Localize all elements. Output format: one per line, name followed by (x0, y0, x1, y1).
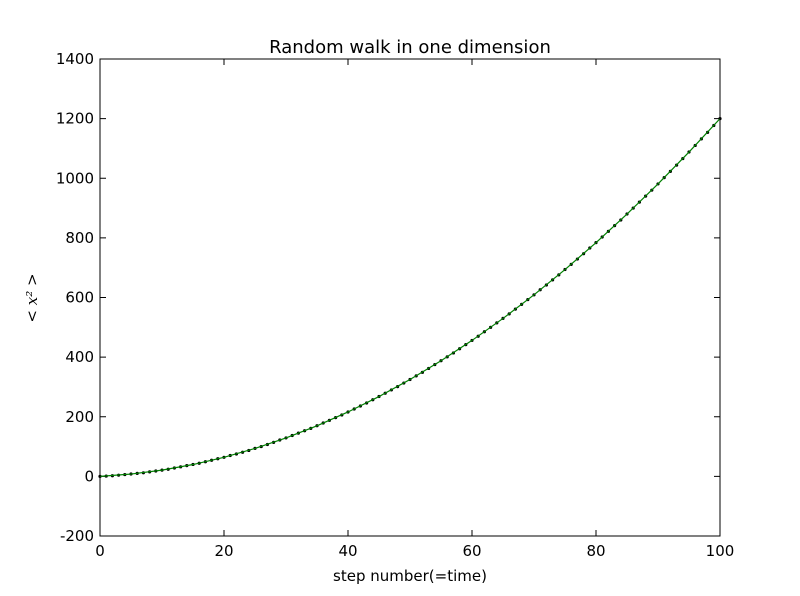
y-tick-label: -200 (60, 527, 94, 545)
y-tick-label: 1000 (56, 169, 94, 187)
y-tick-label: 400 (65, 348, 94, 366)
chart-title: Random walk in one dimension (269, 37, 551, 58)
line (99, 118, 721, 477)
x-tick-label: 80 (586, 542, 605, 560)
x-tick-label: 100 (706, 542, 735, 560)
y-tick-label: 200 (65, 408, 94, 426)
x-tick-label: 40 (338, 542, 357, 560)
x-tick-label: 60 (462, 542, 481, 560)
x-tick-label: 20 (214, 542, 233, 560)
y-tick-label: 1400 (56, 50, 94, 68)
y-tick-label: 600 (65, 289, 94, 307)
x-tick-label: 0 (95, 542, 105, 560)
y-tick-label: 0 (84, 467, 94, 485)
y-axis-label: < x² > (23, 273, 41, 322)
x-axis-label: step number(=time) (333, 567, 487, 585)
plot-frame (99, 58, 721, 537)
y-tick-label: 1200 (56, 110, 94, 128)
y-tick-label: 800 (65, 229, 94, 247)
